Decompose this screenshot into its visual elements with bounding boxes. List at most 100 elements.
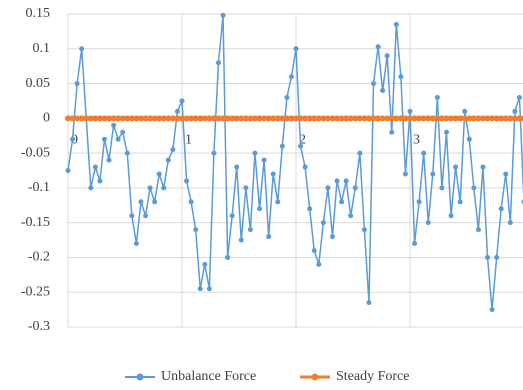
series-marker	[293, 115, 299, 122]
series-marker	[461, 115, 468, 122]
series-marker	[243, 185, 249, 191]
series-marker	[389, 129, 395, 135]
series-marker	[393, 115, 400, 122]
series-marker	[507, 115, 514, 122]
series-marker	[471, 185, 477, 191]
series-marker	[184, 178, 190, 184]
series-marker	[247, 227, 253, 233]
series-marker	[78, 115, 85, 122]
series-marker	[156, 171, 162, 177]
series-marker	[210, 115, 217, 122]
series-marker	[384, 115, 391, 122]
series-marker	[416, 115, 423, 122]
series-marker	[206, 115, 213, 122]
series-marker	[462, 108, 468, 114]
series-marker	[96, 115, 103, 122]
series-marker	[147, 185, 153, 191]
series-marker	[334, 178, 340, 184]
series-marker	[206, 286, 212, 292]
series-marker	[448, 213, 454, 219]
series-marker	[124, 150, 130, 156]
series-marker	[503, 171, 509, 177]
series-marker	[161, 185, 167, 191]
series-marker	[266, 234, 272, 240]
series-marker	[106, 115, 113, 122]
series-marker	[516, 115, 523, 122]
series-marker	[188, 115, 195, 122]
series-marker	[411, 115, 418, 122]
series-marker	[311, 247, 317, 253]
x-tick-label: 3	[413, 133, 420, 148]
series-marker	[457, 199, 463, 205]
y-tick-label: 0.1	[33, 41, 51, 56]
series-marker	[434, 94, 440, 100]
series-marker	[493, 115, 500, 122]
series-marker	[329, 234, 335, 240]
y-tick-label: -0.2	[28, 250, 50, 265]
series-marker	[388, 115, 395, 122]
y-tick-label: -0.25	[21, 284, 50, 299]
series-marker	[484, 115, 491, 122]
series-marker	[307, 206, 313, 212]
series-marker	[348, 213, 354, 219]
series-marker	[420, 115, 427, 122]
series-marker	[265, 115, 272, 122]
series-marker	[494, 254, 500, 260]
series-marker	[242, 115, 249, 122]
series-marker	[479, 115, 486, 122]
series-marker	[160, 115, 167, 122]
y-tick-label: -0.15	[21, 215, 50, 230]
series-marker	[251, 115, 258, 122]
series-marker	[338, 115, 345, 122]
series-marker	[339, 199, 345, 205]
series-marker	[430, 171, 436, 177]
series-marker	[215, 115, 222, 122]
series-marker	[365, 115, 372, 122]
series-marker	[375, 115, 382, 122]
series-marker	[457, 115, 464, 122]
legend-marker	[136, 373, 144, 381]
series-marker	[439, 185, 445, 191]
y-tick-label: -0.05	[21, 145, 50, 160]
series-marker	[238, 237, 244, 243]
series-marker	[234, 164, 240, 170]
series-marker	[279, 115, 286, 122]
series-marker	[128, 115, 135, 122]
series-marker	[475, 115, 482, 122]
series-marker	[402, 115, 409, 122]
series-marker	[384, 53, 390, 59]
series-marker	[179, 115, 185, 122]
series-marker	[165, 157, 171, 163]
series-marker	[201, 115, 208, 122]
series-marker	[347, 115, 354, 122]
series-marker	[129, 213, 135, 219]
series-marker	[174, 108, 180, 114]
series-marker	[425, 220, 431, 226]
series-marker	[70, 136, 76, 142]
series-marker	[229, 213, 235, 219]
series-marker	[92, 115, 99, 122]
series-marker	[106, 157, 112, 163]
series-marker	[183, 115, 190, 122]
series-marker	[429, 115, 436, 122]
series-marker	[489, 307, 495, 313]
series-marker	[320, 220, 326, 226]
series-marker	[502, 115, 509, 122]
series-marker	[220, 12, 226, 18]
series-marker	[511, 115, 518, 122]
y-tick-label: 0	[43, 111, 50, 126]
series-marker	[438, 115, 445, 122]
series-marker	[165, 115, 172, 122]
y-tick-label: -0.1	[28, 180, 50, 195]
series-marker	[489, 115, 496, 122]
series-marker	[379, 115, 386, 122]
series-marker	[466, 136, 472, 142]
series-marker	[412, 241, 418, 247]
series-marker	[329, 115, 336, 122]
series-marker	[407, 108, 413, 114]
series-marker	[402, 171, 408, 177]
series-marker	[279, 143, 285, 149]
legend-marker	[311, 373, 319, 381]
series-marker	[425, 115, 432, 122]
series-marker	[375, 44, 381, 50]
